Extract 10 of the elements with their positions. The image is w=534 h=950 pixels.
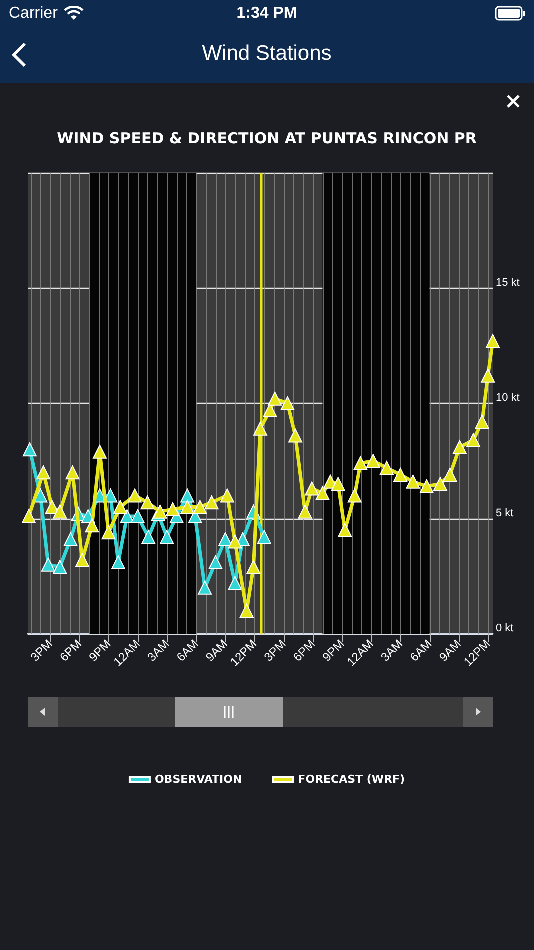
y-tick-label: 0 kt: [496, 622, 514, 634]
text: Wind Stations: [201, 42, 333, 66]
y-tick-label: 10 kt: [496, 392, 520, 404]
text: Carrier: [9, 5, 58, 23]
legend-label: FORECAST (WRF): [298, 773, 406, 786]
legend-label: OBSERVATION: [154, 773, 242, 786]
y-tick-label: 15 kt: [496, 276, 520, 289]
chart-title: WIND SPEED & DIRECTION AT PUNTAS RINCON PR: [57, 130, 478, 148]
text: 1:34 PM: [236, 5, 298, 22]
y-tick-label: 5 kt: [496, 507, 514, 520]
